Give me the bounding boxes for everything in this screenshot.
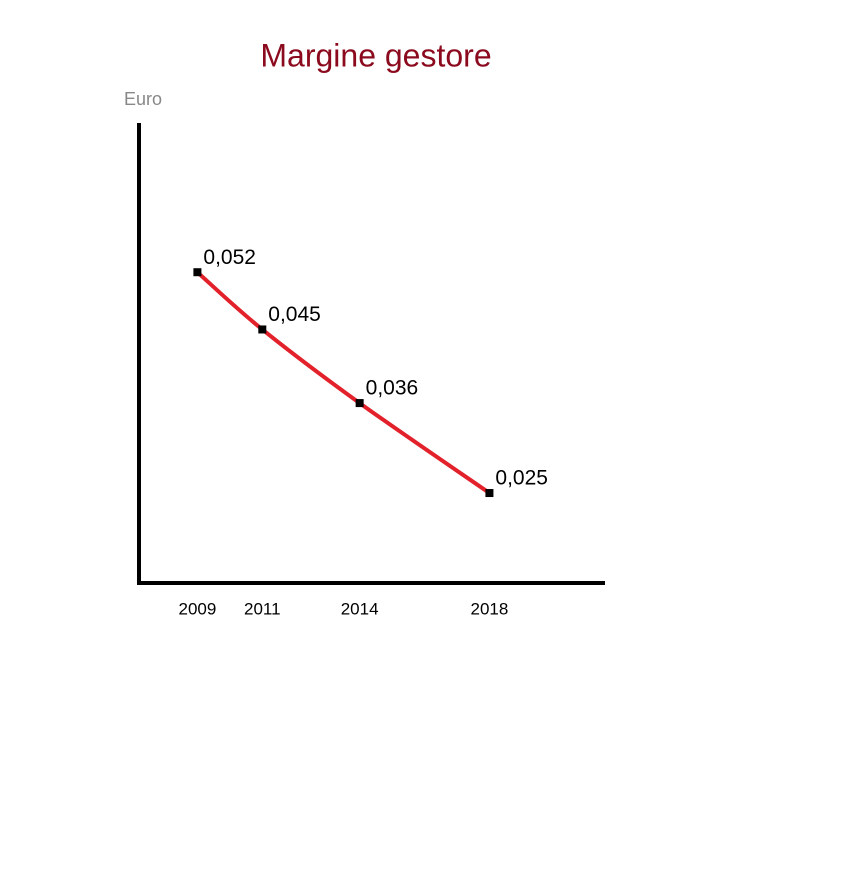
data-label: 0,045 [268,303,321,326]
x-tick-label: 2011 [244,599,281,618]
point [485,489,494,498]
x-tick-label: 2018 [471,599,509,618]
y-axis-label: Euro [124,89,162,109]
x-tick-label: 2014 [341,599,379,618]
point [258,325,267,334]
line [196,270,491,495]
data-label: 0,036 [366,377,419,400]
point [193,268,202,277]
data-label: 0,052 [203,246,256,269]
data-label: 0,025 [495,467,548,490]
point [355,399,364,408]
chart-title: Margine gestore [260,37,491,73]
x-tick-label: 2009 [178,599,216,618]
